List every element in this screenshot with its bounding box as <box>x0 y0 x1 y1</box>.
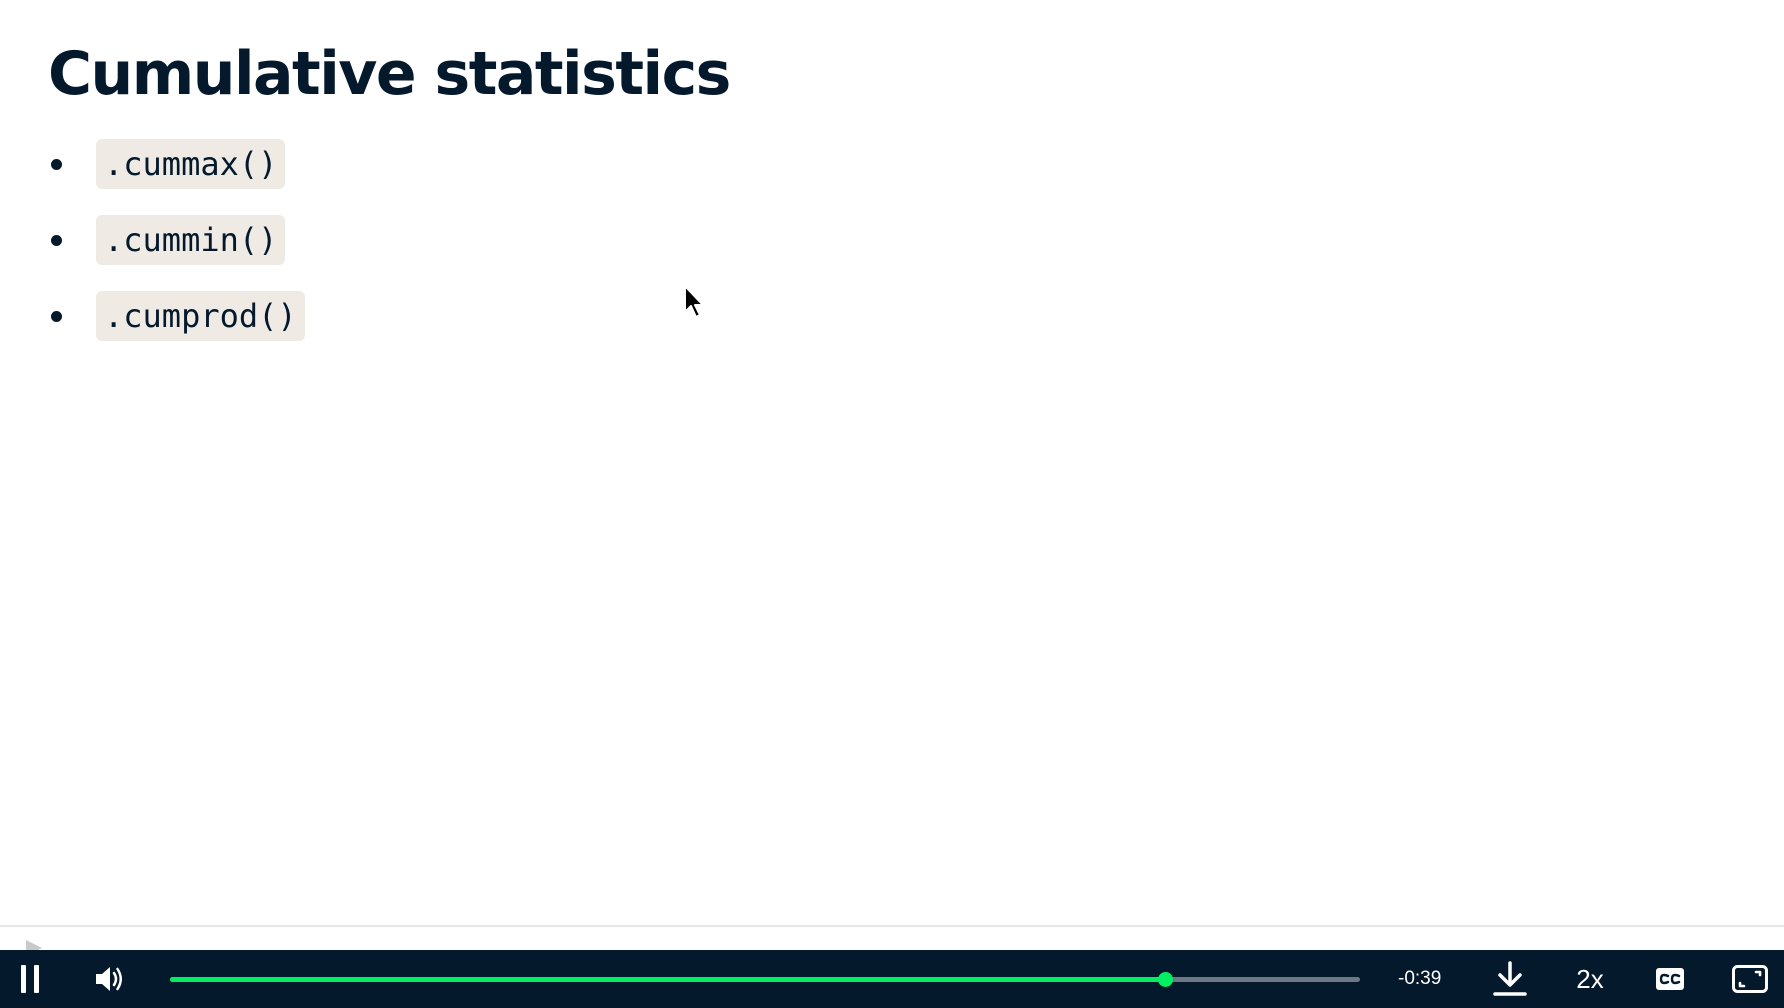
slide-content: Cumulative statistics .cummax() .cummin(… <box>0 39 732 341</box>
bullet-dot <box>51 235 62 246</box>
volume-icon <box>96 967 122 991</box>
code-snippet: .cummax() <box>96 139 286 189</box>
volume-button[interactable] <box>88 950 132 1008</box>
code-snippet: .cummin() <box>96 215 286 265</box>
slide-divider <box>0 925 1784 927</box>
player-controls-bar: -0:39 2x <box>0 950 1784 1008</box>
closed-captions-icon <box>1656 968 1684 990</box>
progress-fill <box>170 977 1165 982</box>
download-button[interactable] <box>1488 950 1532 1008</box>
time-remaining: -0:39 <box>1398 968 1442 989</box>
download-icon <box>1493 961 1527 996</box>
bullet-item-cummin: .cummin() <box>0 215 400 265</box>
bullet-dot <box>51 311 62 322</box>
pause-icon <box>17 965 43 993</box>
bullet-item-cummax: .cummax() <box>0 139 400 189</box>
closed-captions-button[interactable] <box>1648 950 1692 1008</box>
playback-speed-button[interactable]: 2x <box>1576 963 1604 994</box>
progress-scrubber-handle[interactable] <box>1157 972 1173 987</box>
fullscreen-icon <box>1732 965 1768 993</box>
progress-bar[interactable] <box>170 972 1360 987</box>
slide-title: Cumulative statistics <box>48 39 731 109</box>
code-snippet: .cumprod() <box>96 291 305 341</box>
fullscreen-button[interactable] <box>1728 950 1772 1008</box>
mouse-pointer-icon <box>684 285 704 318</box>
bullet-item-cumprod: .cumprod() <box>0 291 400 341</box>
pause-button[interactable] <box>10 950 50 1008</box>
bullet-dot <box>51 159 62 170</box>
